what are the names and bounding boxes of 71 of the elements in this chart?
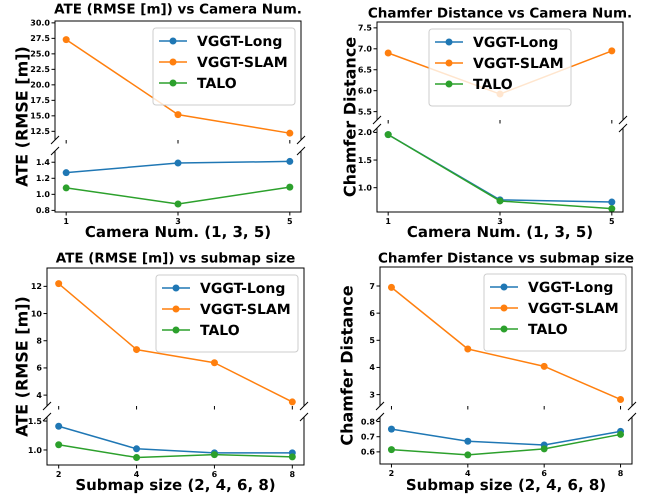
x-tick-label: 6 [541, 469, 548, 478]
legend-label: TALO [197, 76, 237, 92]
y-tick-label: 27.5 [30, 34, 50, 44]
x-tick-label: 1 [385, 217, 392, 226]
y-tick-label: 6 [369, 308, 376, 318]
x-axis-title: Camera Num. (1, 3, 5) [84, 223, 272, 241]
y-tick-label: 4 [36, 390, 42, 400]
y-tick-label: 17.5 [30, 96, 50, 106]
legend-label: VGGT-Long [473, 34, 558, 51]
x-tick-label: 3 [175, 217, 181, 226]
chart-title: Chamfer Distance vs submap size [378, 250, 634, 267]
y-tick-label: 1.0 [36, 190, 50, 200]
y-tick-label: 20.0 [30, 80, 50, 90]
y-tick-label: 1.0 [358, 183, 372, 192]
legend-label: VGGT-Long [528, 280, 614, 296]
y-tick-label: 30.0 [30, 18, 50, 28]
y-tick-label: 1.4 [36, 158, 50, 168]
y-tick-label: 2.0 [358, 128, 372, 138]
y-axis-title: ATE (RMSE [m]) [12, 46, 32, 187]
x-tick-label: 2 [388, 469, 394, 478]
y-tick-label: 5 [369, 336, 376, 346]
x-tick-label: 5 [609, 217, 616, 226]
y-tick-label: 1.5 [28, 416, 42, 426]
y-tick-label: 1.0 [28, 446, 42, 455]
legend-label: TALO [473, 76, 513, 93]
y-tick-label: 0.8 [36, 206, 50, 216]
legend-label: TALO [528, 322, 568, 338]
x-tick-label: 4 [134, 470, 140, 479]
x-axis-title: Camera Num. (1, 3, 5) [406, 223, 594, 241]
y-tick-label: 0.8 [360, 417, 376, 426]
legend-label: TALO [200, 322, 240, 339]
y-tick-label: 12 [30, 282, 42, 292]
x-tick-label: 5 [287, 217, 294, 226]
y-tick-label: 7.5 [358, 24, 372, 33]
x-tick-label: 6 [212, 470, 218, 479]
y-tick-label: 7.0 [358, 44, 372, 54]
y-tick-label: 5.5 [358, 107, 372, 116]
y-tick-label: 12.5 [30, 127, 50, 136]
y-tick-label: 1.2 [36, 174, 50, 184]
x-tick-label: 4 [465, 469, 472, 478]
x-tick-label: 8 [290, 470, 296, 479]
x-axis-title: Submap size (2, 4, 6, 8) [75, 476, 276, 494]
y-tick-label: 0.6 [360, 448, 376, 457]
y-tick-label: 25.0 [30, 50, 50, 59]
x-tick-label: 1 [63, 217, 70, 226]
y-tick-label: 8 [36, 336, 42, 346]
y-tick-label: 6.5 [358, 66, 372, 75]
x-tick-label: 3 [497, 217, 503, 226]
y-tick-label: 22.5 [30, 65, 50, 74]
y-axis-title: Chamfer Distance [338, 285, 357, 446]
y-tick-label: 3 [369, 390, 375, 400]
y-tick-label: 7 [369, 282, 375, 291]
x-tick-label: 8 [618, 469, 624, 478]
chart-title: Chamfer Distance vs Camera Num. [368, 6, 632, 22]
legend-label: VGGT-Long [200, 280, 286, 297]
chart-title: ATE (RMSE [m]) vs Camera Num. [54, 2, 302, 18]
y-tick-label: 4 [369, 363, 376, 372]
legend-label: VGGT-SLAM [528, 300, 619, 317]
y-tick-label: 0.7 [360, 432, 375, 442]
legend-label: VGGT-SLAM [197, 54, 288, 71]
x-tick-label: 2 [56, 470, 62, 479]
y-tick-label: 1.5 [358, 156, 372, 165]
chart-title: ATE (RMSE [m]) vs submap size [56, 250, 296, 267]
y-tick-label: 6.0 [358, 86, 372, 96]
legend-label: VGGT-SLAM [200, 302, 291, 318]
legend-label: VGGT-Long [197, 34, 282, 50]
x-axis-title: Submap size (2, 4, 6, 8) [406, 476, 606, 494]
legend-label: VGGT-SLAM [473, 56, 564, 72]
y-tick-label: 10 [30, 309, 42, 318]
y-tick-label: 6 [36, 364, 42, 373]
y-tick-label: 15.0 [30, 112, 50, 121]
